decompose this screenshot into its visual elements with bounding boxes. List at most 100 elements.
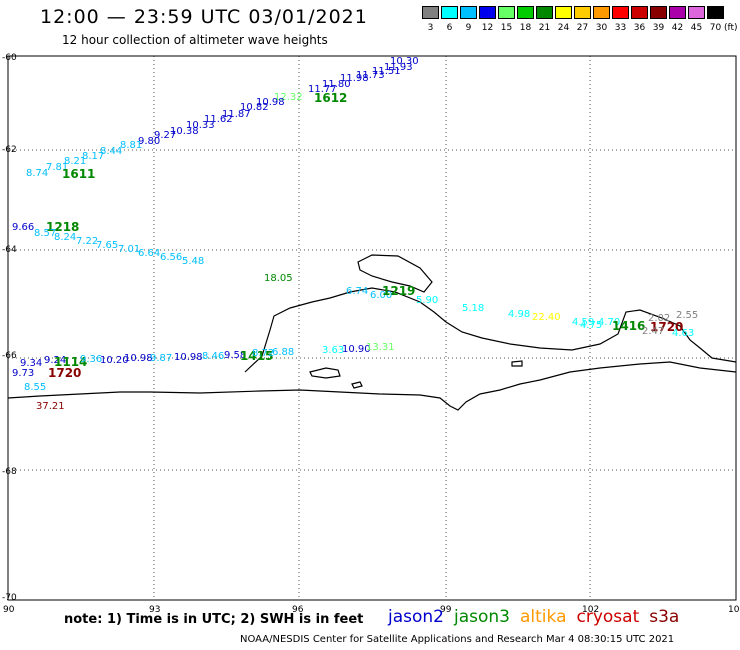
lat-tick-label: -62 bbox=[2, 145, 17, 155]
observation-wave-height: 10.33 bbox=[186, 120, 215, 131]
satellite-legend-item: cryosat bbox=[576, 607, 640, 627]
observation-wave-height: 11.80 bbox=[322, 79, 351, 90]
observation-wave-height: 6.56 bbox=[160, 252, 182, 263]
observation-wave-height: 8.74 bbox=[26, 168, 48, 179]
observation-wave-height: 8.17 bbox=[82, 151, 104, 162]
colorbar-swatch bbox=[460, 6, 477, 19]
colorbar-swatch bbox=[612, 6, 629, 19]
colorbar-swatch bbox=[479, 6, 496, 19]
observation-wave-height: 2.47 bbox=[642, 326, 664, 337]
colorbar-swatch bbox=[536, 6, 553, 19]
coastline-segment bbox=[351, 381, 363, 389]
colorbar-label: 36 bbox=[633, 23, 646, 33]
observation-time-label: 1415 bbox=[240, 349, 273, 363]
colorbar-swatch bbox=[707, 6, 724, 19]
satellite-legend-item: jason2 bbox=[388, 607, 444, 627]
colorbar-label: 21 bbox=[538, 23, 551, 33]
colorbar-label: 24 bbox=[557, 23, 570, 33]
colorbar-label: 12 bbox=[481, 23, 494, 33]
satellite-legend-item: altika bbox=[520, 607, 567, 627]
coastline-segment bbox=[7, 361, 737, 411]
colorbar-swatch bbox=[441, 6, 458, 19]
observation-wave-height: 13.31 bbox=[366, 342, 395, 353]
colorbar-swatch bbox=[650, 6, 667, 19]
observation-wave-height: 10.98 bbox=[256, 97, 285, 108]
coastline-segment bbox=[357, 254, 433, 293]
lon-tick-label: 105 bbox=[728, 605, 740, 615]
colorbar-swatch bbox=[517, 6, 534, 19]
observation-wave-height: 7.81 bbox=[46, 162, 68, 173]
observation-wave-height: 11.98 bbox=[340, 73, 369, 84]
coastline-segment bbox=[309, 367, 341, 379]
observation-wave-height: 10.90 bbox=[342, 344, 371, 355]
colorbar-swatch bbox=[574, 6, 591, 19]
colorbar-swatch bbox=[593, 6, 610, 19]
observation-wave-height: 18.05 bbox=[264, 273, 293, 284]
observation-wave-height: 7.22 bbox=[76, 236, 98, 247]
observation-time-label: 1612 bbox=[314, 91, 347, 105]
observation-wave-height: 6.88 bbox=[272, 347, 294, 358]
colorbar-swatch bbox=[631, 6, 648, 19]
observation-wave-height: 5.18 bbox=[462, 303, 484, 314]
lon-tick-label: 99 bbox=[440, 605, 452, 615]
observation-wave-height: 6.00 bbox=[370, 290, 392, 301]
observation-wave-height: 11.93 bbox=[384, 62, 413, 73]
observation-time-label: 1720 bbox=[650, 320, 683, 334]
observation-wave-height: 4.63 bbox=[672, 328, 694, 339]
lat-tick-label: -66 bbox=[2, 351, 17, 361]
observation-wave-height: 10.30 bbox=[390, 56, 419, 67]
observation-wave-height: 6.74 bbox=[346, 286, 368, 297]
lon-tick-label: 93 bbox=[149, 605, 160, 615]
observation-wave-height: 2.02 bbox=[648, 313, 670, 324]
satellite-legend: jason2 jason3 altika cryosat s3a bbox=[388, 607, 689, 627]
observation-wave-height: 6.64 bbox=[138, 248, 160, 259]
observation-wave-height: 10.38 bbox=[170, 126, 199, 137]
observation-time-label: 1611 bbox=[62, 167, 95, 181]
colorbar-label: 9 bbox=[465, 23, 472, 33]
observation-wave-height: 12.32 bbox=[274, 92, 303, 103]
footnote: note: 1) Time is in UTC; 2) SWH is in fe… bbox=[64, 612, 364, 627]
observation-wave-height: 9.34 bbox=[20, 358, 42, 369]
observation-time-label: 1416 bbox=[612, 319, 645, 333]
colorbar-swatch bbox=[498, 6, 515, 19]
observation-wave-height: 8.46 bbox=[202, 351, 224, 362]
observation-wave-height: 9.66 bbox=[12, 222, 34, 233]
observation-wave-height: 5.90 bbox=[416, 295, 438, 306]
colorbar-swatch bbox=[422, 6, 439, 19]
observation-wave-height: 10.82 bbox=[240, 102, 269, 113]
map-subtitle: 12 hour collection of altimeter wave hei… bbox=[62, 33, 328, 47]
colorbar-label: 27 bbox=[576, 23, 589, 33]
observation-wave-height: 11.77 bbox=[308, 84, 337, 95]
observation-wave-height: 9.58 bbox=[224, 350, 246, 361]
observation-wave-height: 7.65 bbox=[96, 240, 118, 251]
observation-wave-height: 7.01 bbox=[118, 244, 140, 255]
observation-wave-height: 11.73 bbox=[356, 70, 385, 81]
lat-tick-label: -64 bbox=[2, 245, 17, 255]
colorbar-label: 18 bbox=[519, 23, 532, 33]
credit-line: NOAA/NESDIS Center for Satellite Applica… bbox=[240, 634, 675, 645]
observation-wave-height: 4.70 bbox=[598, 317, 620, 328]
observation-wave-height: 9.80 bbox=[138, 136, 160, 147]
observation-time-label: 1218 bbox=[46, 220, 79, 234]
observation-wave-height: 3.63 bbox=[322, 345, 344, 356]
observation-time-label: 1114 bbox=[54, 355, 87, 369]
observation-wave-height: 11.87 bbox=[222, 109, 251, 120]
observation-wave-height: 10.98 bbox=[124, 353, 153, 364]
axis-tick-labels: -60 -62 -64 -66 -68 -70 90 93 96 99 102 105 bbox=[2, 53, 740, 615]
satellite-legend-item: jason3 bbox=[454, 607, 510, 627]
colorbar-label: 45 bbox=[690, 23, 703, 33]
observation-wave-height: 8.21 bbox=[64, 156, 86, 167]
lat-lon-grid bbox=[8, 56, 736, 600]
observation-wave-height: 2.55 bbox=[676, 310, 698, 321]
map-title: 12:00 — 23:59 UTC 03/01/2021 bbox=[40, 6, 368, 28]
colorbar-label: 15 bbox=[500, 23, 513, 33]
lat-tick-label: -68 bbox=[2, 467, 17, 477]
lat-tick-label: -70 bbox=[2, 593, 17, 603]
colorbar-label: 3 bbox=[427, 23, 434, 33]
colorbar-label: 70 bbox=[709, 23, 722, 33]
observation-wave-height: 8.55 bbox=[24, 382, 46, 393]
observation-time-label: 1219 bbox=[382, 284, 415, 298]
lon-tick-label: 102 bbox=[582, 605, 599, 615]
observation-wave-height: 9.36 bbox=[80, 354, 102, 365]
